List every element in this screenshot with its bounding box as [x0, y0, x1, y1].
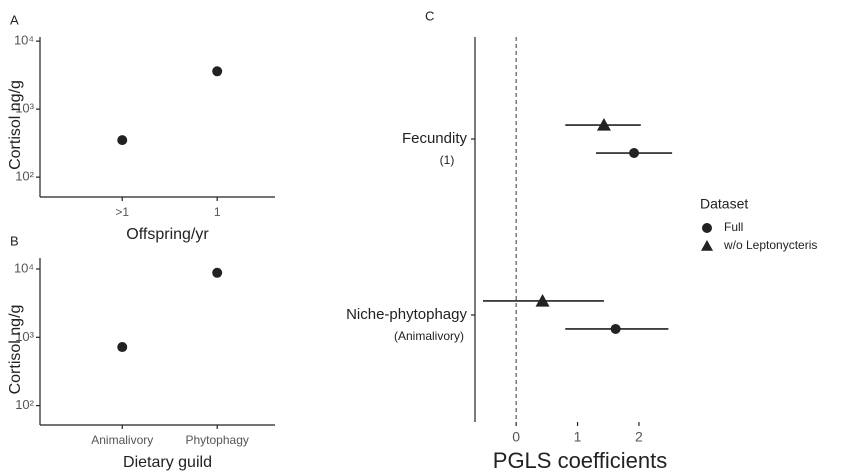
point [535, 293, 550, 307]
point [629, 148, 640, 159]
y-tick-label: 10³ [15, 101, 34, 116]
x-axis-title: Offspring/yr [126, 226, 209, 243]
y-axis-title: Cortisol ng/g [7, 305, 24, 395]
category-label: Fecundity [402, 130, 468, 147]
x-tick-label: 1 [574, 429, 582, 445]
panel-label: A [10, 12, 19, 27]
point [212, 66, 223, 77]
y-tick-label: 10⁴ [14, 33, 34, 48]
point [117, 135, 128, 146]
legend-marker [702, 223, 712, 233]
y-tick-label: 10² [15, 169, 34, 184]
point [610, 323, 621, 334]
x-tick-label: 2 [635, 429, 643, 445]
x-tick-label: 0 [512, 429, 520, 445]
reference-level: (1) [440, 153, 455, 167]
category-label: Niche-phytophagy [346, 306, 467, 323]
x-tick-label: >1 [115, 205, 129, 219]
x-tick-label: 1 [214, 205, 221, 219]
y-tick-label: 10⁴ [14, 260, 34, 275]
legend-marker [701, 240, 713, 251]
legend-label: Full [724, 220, 743, 234]
panel-label: B [10, 233, 19, 248]
point [596, 118, 611, 131]
y-tick-label: 10³ [15, 329, 34, 344]
x-tick-label: Phytophagy [185, 433, 248, 447]
legend-title: Dataset [700, 196, 748, 212]
y-axis-title: Cortisol ng/g [7, 80, 24, 170]
reference-level: (Animalivory) [394, 329, 464, 343]
y-tick-label: 10² [15, 397, 34, 412]
panel-label: C [425, 8, 434, 23]
x-axis-title: PGLS coefficients [493, 448, 667, 472]
legend-label: w/o Leptonycteris [723, 238, 817, 252]
point [212, 267, 223, 278]
point [117, 342, 128, 353]
x-tick-label: Animalivory [91, 433, 153, 447]
x-axis-title: Dietary guild [123, 454, 212, 471]
